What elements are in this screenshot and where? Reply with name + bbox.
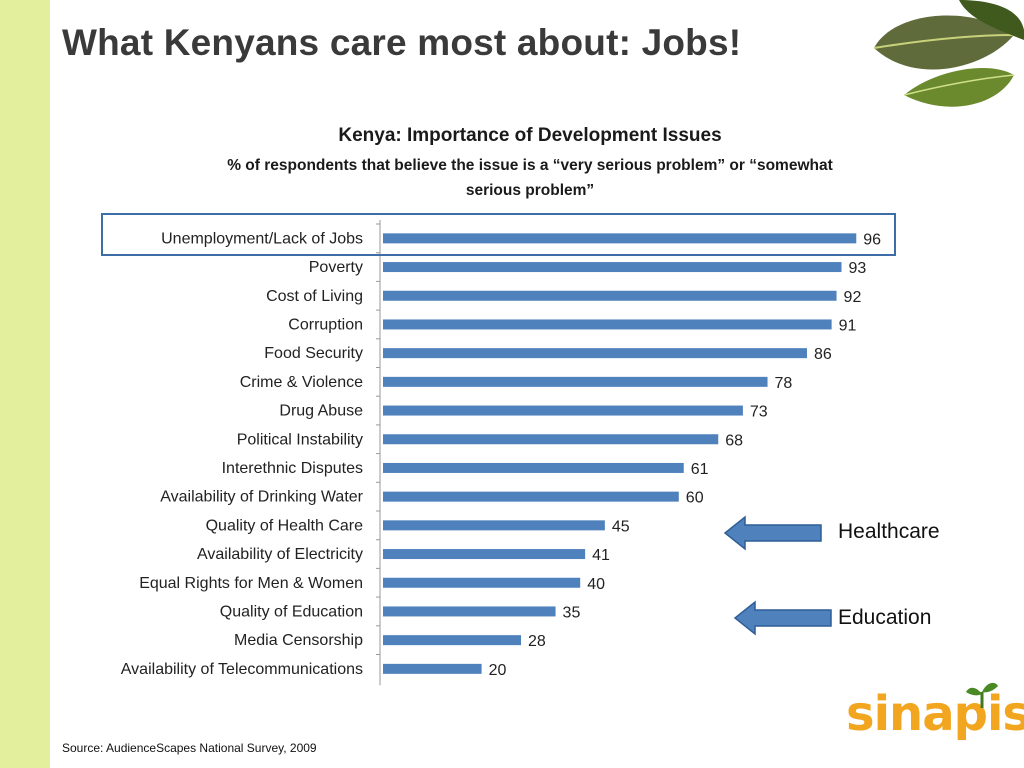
category-label: Availability of Telecommunications: [121, 661, 363, 678]
category-label: Poverty: [309, 259, 363, 276]
bar: [383, 520, 605, 531]
category-label: Media Censorship: [234, 632, 363, 649]
data-label: 78: [775, 375, 793, 392]
data-label: 40: [587, 576, 605, 593]
category-label: Availability of Drinking Water: [160, 489, 363, 506]
education-label: Education: [838, 606, 932, 629]
data-label: 28: [528, 633, 546, 650]
highlight-box-jobs: [101, 213, 896, 256]
education-arrow-icon: [733, 600, 832, 636]
data-label: 93: [848, 260, 866, 277]
chart-subtitle-line-1: % of respondents that believe the issue …: [227, 157, 833, 174]
category-label: Corruption: [288, 316, 363, 333]
data-label: 20: [489, 662, 507, 679]
data-label: 45: [612, 518, 630, 535]
data-label: 68: [725, 432, 743, 449]
data-label: 96: [863, 231, 881, 248]
source-note: Source: AudienceScapes National Survey, …: [62, 741, 317, 755]
category-label: Quality of Education: [220, 603, 363, 620]
bar: [383, 606, 556, 617]
bar: [383, 376, 768, 387]
bar: [383, 635, 522, 646]
data-label: 41: [592, 547, 610, 564]
category-label: Interethnic Disputes: [222, 460, 363, 477]
healthcare-label: Healthcare: [838, 520, 940, 543]
chart-subtitle-line-2: serious problem”: [465, 182, 595, 199]
bar: [383, 491, 679, 502]
page-title: What Kenyans care most about: Jobs!: [62, 22, 742, 63]
chart-title: Kenya: Importance of Development Issues: [338, 125, 722, 146]
logo-text: sinapis: [846, 686, 1024, 742]
bar: [383, 462, 684, 473]
category-label: Political Instability: [237, 431, 363, 448]
category-label: Food Security: [264, 345, 363, 362]
category-label: Drug Abuse: [279, 403, 363, 420]
bar: [383, 290, 837, 301]
sinapis-logo: sinapis: [846, 680, 1024, 750]
category-label: Cost of Living: [266, 288, 363, 305]
category-label: Equal Rights for Men & Women: [139, 575, 363, 592]
data-label: 60: [686, 490, 704, 507]
side-accent-bar: [0, 0, 50, 768]
category-label: Unemployment/Lack of Jobs: [161, 230, 363, 247]
category-label: Crime & Violence: [240, 374, 363, 391]
bar: [383, 405, 743, 416]
data-label: 91: [839, 317, 857, 334]
bar: [383, 549, 586, 560]
chart-subtitle: % of respondents that believe the issue …: [180, 153, 880, 203]
bar: [383, 577, 581, 588]
category-label: Quality of Health Care: [206, 517, 364, 534]
sprout-icon: [966, 682, 998, 708]
category-label: Availability of Electricity: [197, 546, 363, 563]
data-label: 61: [691, 461, 709, 478]
bar: [383, 319, 832, 330]
bar: [383, 434, 719, 445]
healthcare-arrow-icon: [723, 515, 822, 551]
bar: [383, 348, 807, 359]
leaf-decoration-icon: [873, 0, 1024, 107]
bar: [383, 663, 482, 674]
data-label: 86: [814, 346, 832, 363]
data-label: 92: [844, 289, 862, 306]
data-label: 73: [750, 404, 768, 421]
bar: [383, 233, 857, 244]
bar: [383, 262, 842, 273]
data-label: 35: [563, 604, 581, 621]
